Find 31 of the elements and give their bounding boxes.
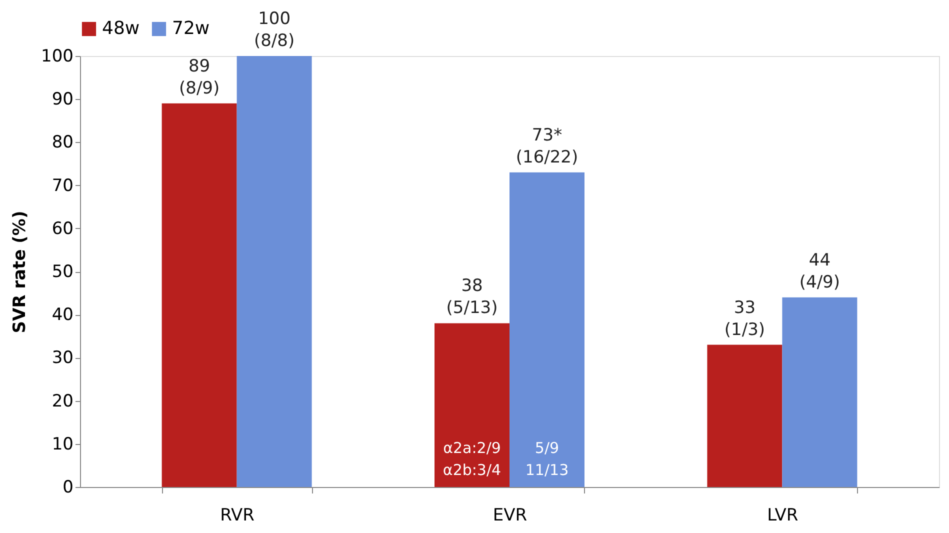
x-tick-label: EVR: [492, 506, 528, 526]
data-label: 44 (4/9): [799, 250, 840, 292]
y-tick-label: 50: [52, 262, 74, 282]
bar: [236, 56, 312, 487]
y-tick-label: 20: [52, 391, 74, 412]
y-tick-label: 90: [52, 90, 74, 110]
bar: [510, 172, 584, 487]
data-label: 89 (8/9): [178, 56, 220, 98]
y-tick-label: 0: [62, 478, 74, 498]
legend-label: 72w: [172, 18, 210, 39]
y-tick-label: 70: [52, 176, 74, 196]
annotation: α2a:2/9 α2b:3/4: [442, 439, 502, 480]
annotation: 5/9 11/13: [525, 439, 569, 480]
bar: [782, 297, 858, 487]
data-label: 73* (16/22): [516, 125, 578, 168]
bar: [162, 103, 237, 487]
x-tick-label: RVR: [220, 506, 255, 526]
bar: [707, 344, 782, 487]
y-tick-label: 60: [52, 218, 74, 239]
y-tick-label: 80: [52, 132, 74, 153]
y-tick-label: 30: [52, 348, 74, 368]
data-label: 38 (5/13): [446, 276, 498, 318]
y-axis-title: SVR rate (%): [10, 210, 30, 334]
bar: [434, 323, 510, 487]
data-label: 100 (8/8): [254, 9, 295, 51]
x-tick-label: LVR: [767, 506, 798, 526]
y-tick-label: 40: [52, 305, 74, 326]
data-label: 33 (1/3): [724, 298, 766, 340]
y-tick-label: 100: [41, 46, 74, 66]
y-tick-label: 10: [52, 434, 74, 454]
legend-label: 48w: [102, 18, 140, 39]
